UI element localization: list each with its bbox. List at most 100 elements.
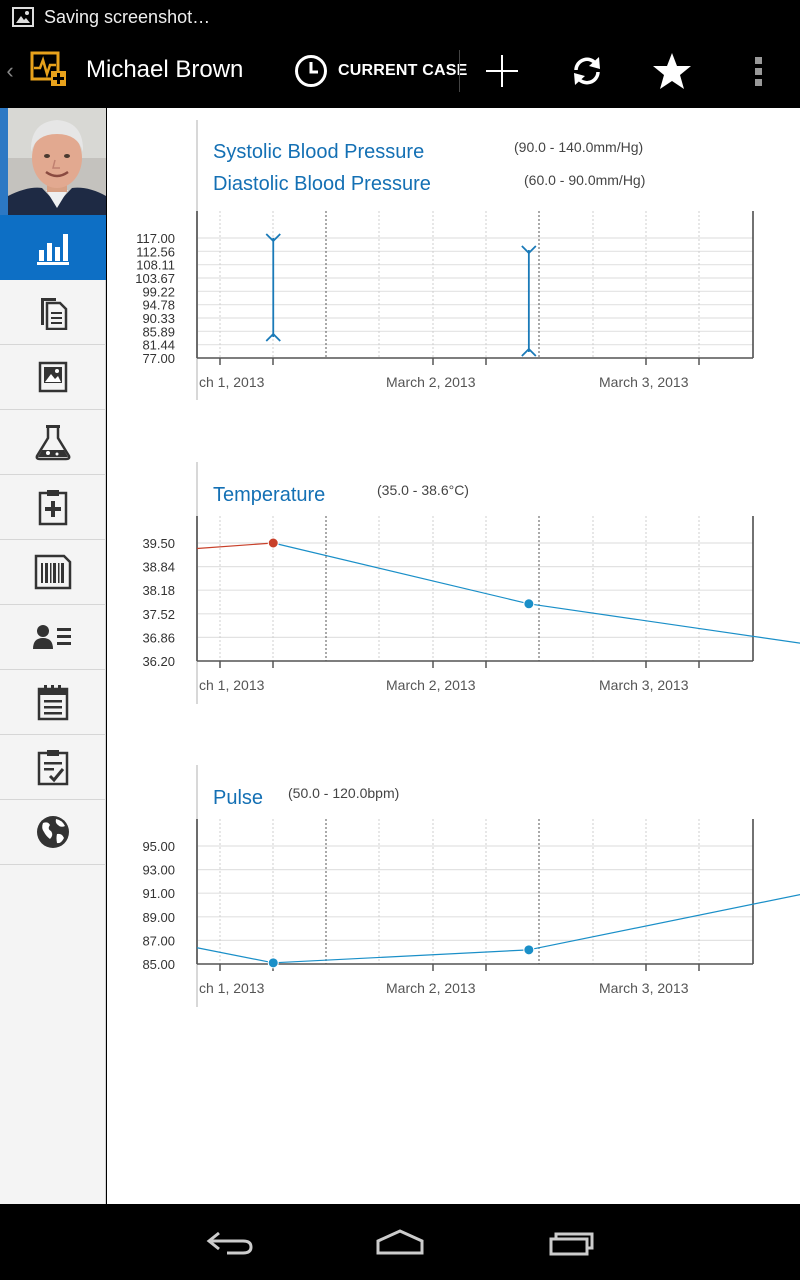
sidebar-item-lab[interactable] bbox=[0, 410, 106, 475]
documents-icon bbox=[41, 298, 68, 330]
barcode-icon bbox=[34, 554, 72, 590]
chart-range-label-secondary: (60.0 - 90.0mm/Hg) bbox=[524, 172, 645, 188]
systolic-marker bbox=[265, 233, 281, 243]
add-button[interactable] bbox=[478, 48, 526, 94]
checklist-icon bbox=[37, 750, 69, 786]
y-tick-label: 81.44 bbox=[142, 338, 175, 353]
sidebar-item-contacts[interactable] bbox=[0, 605, 106, 670]
y-tick-label: 117.00 bbox=[136, 231, 175, 246]
y-tick-label: 108.11 bbox=[136, 258, 175, 273]
series-line-segment bbox=[196, 542, 274, 550]
notepad-icon bbox=[37, 685, 69, 721]
action-bar-divider bbox=[459, 50, 460, 92]
y-tick-label: 112.56 bbox=[136, 244, 175, 259]
star-icon bbox=[653, 53, 691, 89]
x-tick-label: March 2, 2013 bbox=[386, 374, 476, 390]
series-line-segment bbox=[196, 947, 274, 964]
chart-range-label: (50.0 - 120.0bpm) bbox=[288, 785, 399, 801]
flask-icon bbox=[35, 425, 71, 461]
temperature-chart: Temperature (35.0 - 38.6°C) 39.50 38.84 38… bbox=[142, 462, 800, 704]
overflow-icon bbox=[755, 57, 762, 86]
series-line-segment bbox=[273, 949, 529, 964]
sidebar-item-medical-record[interactable] bbox=[0, 475, 106, 540]
y-tick-label: 99.22 bbox=[142, 284, 175, 299]
chevron-left-icon[interactable]: ‹ bbox=[6, 58, 14, 83]
y-tick-label: 38.84 bbox=[142, 560, 175, 575]
y-tick-label: 37.52 bbox=[142, 607, 175, 622]
clock-icon bbox=[295, 55, 327, 87]
chart-title: Systolic Blood Pressure bbox=[213, 141, 424, 163]
sidebar-item-checklist[interactable] bbox=[0, 735, 106, 800]
systolic-marker bbox=[521, 245, 537, 255]
chart-range-label: (35.0 - 38.6°C) bbox=[377, 482, 469, 498]
medical-clipboard-icon bbox=[38, 490, 68, 526]
x-tick-label: March 3, 2013 bbox=[599, 677, 689, 693]
back-arrow-icon bbox=[206, 1231, 253, 1255]
navigation-bar bbox=[0, 1204, 800, 1280]
y-tick-label: 38.18 bbox=[142, 583, 175, 598]
globe-icon bbox=[37, 816, 69, 848]
x-tick-label: ch 1, 2013 bbox=[199, 677, 265, 693]
status-bar: Saving screenshot… bbox=[0, 0, 800, 34]
y-tick-label: 103.67 bbox=[135, 271, 175, 286]
current-case-label: CURRENT CASE bbox=[338, 62, 468, 79]
x-tick-label: ch 1, 2013 bbox=[199, 980, 265, 996]
app-logo-icon[interactable] bbox=[30, 50, 68, 88]
y-tick-label: 39.50 bbox=[142, 536, 175, 551]
image-icon bbox=[38, 361, 68, 393]
refresh-button[interactable] bbox=[562, 48, 612, 94]
chart-title: Pulse bbox=[213, 787, 263, 809]
home-button[interactable] bbox=[360, 1222, 440, 1262]
y-tick-label: 77.00 bbox=[142, 351, 175, 366]
data-point bbox=[523, 944, 535, 956]
y-tick-label: 85.00 bbox=[142, 957, 175, 972]
contact-list-icon bbox=[33, 625, 71, 649]
y-tick-label: 87.00 bbox=[142, 933, 175, 948]
series-line-segment bbox=[273, 542, 529, 605]
chart-title-secondary: Diastolic Blood Pressure bbox=[213, 173, 431, 195]
y-tick-label: 36.20 bbox=[142, 654, 175, 669]
action-bar: ‹ Michael Brown CURRENT CASE bbox=[0, 34, 800, 108]
avatar[interactable] bbox=[0, 108, 106, 215]
back-button[interactable] bbox=[190, 1222, 270, 1262]
data-point bbox=[267, 957, 279, 969]
pulse-chart: Pulse (50.0 - 120.0bpm) 95.00 93.00 91.00 8… bbox=[142, 765, 800, 1007]
x-tick-label: March 2, 2013 bbox=[386, 980, 476, 996]
y-tick-label: 85.89 bbox=[142, 324, 175, 339]
overflow-menu-button[interactable] bbox=[740, 48, 776, 94]
favorite-button[interactable] bbox=[647, 48, 697, 94]
x-tick-label: March 2, 2013 bbox=[386, 677, 476, 693]
y-tick-label: 95.00 bbox=[142, 839, 175, 854]
sidebar-item-images[interactable] bbox=[0, 345, 106, 410]
notification-text: Saving screenshot… bbox=[44, 6, 211, 27]
series-line-segment bbox=[528, 894, 800, 951]
sidebar-item-notes[interactable] bbox=[0, 670, 106, 735]
recent-apps-icon bbox=[549, 1232, 594, 1256]
x-tick-label: ch 1, 2013 bbox=[199, 374, 265, 390]
diastolic-marker bbox=[521, 347, 537, 357]
x-tick-label: March 3, 2013 bbox=[599, 980, 689, 996]
x-tick-label: March 3, 2013 bbox=[599, 374, 689, 390]
recent-apps-button[interactable] bbox=[532, 1222, 612, 1262]
sidebar-item-vitals[interactable] bbox=[0, 215, 106, 280]
chart-range-label: (90.0 - 140.0mm/Hg) bbox=[514, 139, 643, 155]
vitals-charts: Systolic Blood Pressure (90.0 - 140.0mm/… bbox=[135, 120, 800, 1007]
current-case-button[interactable]: CURRENT CASE bbox=[288, 48, 474, 94]
image-notification-icon bbox=[12, 7, 34, 27]
data-point bbox=[267, 537, 279, 549]
home-icon bbox=[376, 1229, 424, 1255]
sidebar-item-documents[interactable] bbox=[0, 280, 106, 345]
chart-title: Temperature bbox=[213, 484, 325, 506]
patient-photo bbox=[8, 108, 106, 215]
y-tick-label: 94.78 bbox=[142, 298, 175, 313]
bar-chart-icon bbox=[37, 233, 69, 265]
sidebar-item-barcode[interactable] bbox=[0, 540, 106, 605]
data-point bbox=[523, 598, 535, 610]
y-tick-label: 91.00 bbox=[142, 886, 175, 901]
diastolic-marker bbox=[265, 332, 281, 342]
y-tick-label: 93.00 bbox=[142, 863, 175, 878]
vitals-charts-panel: Systolic Blood Pressure (90.0 - 140.0mm/… bbox=[107, 108, 800, 1204]
sidebar-item-globe[interactable] bbox=[0, 800, 106, 865]
series-line-segment bbox=[528, 603, 800, 644]
patient-name: Michael Brown bbox=[86, 56, 244, 83]
